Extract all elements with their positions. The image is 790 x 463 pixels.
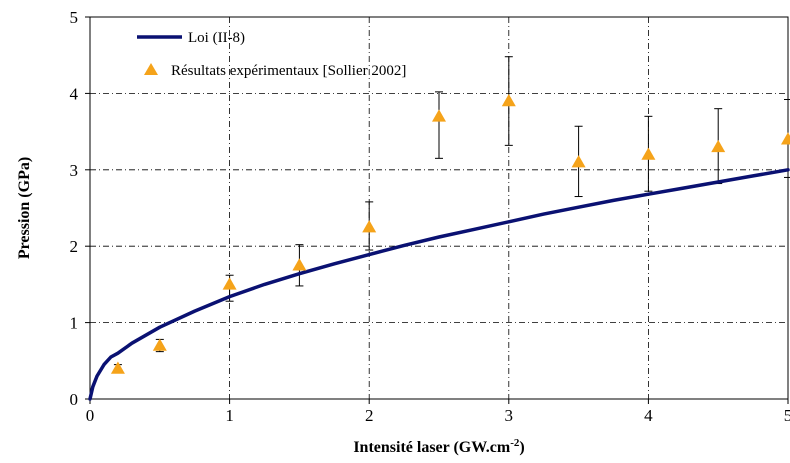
data-point-2: [222, 277, 237, 290]
axis-ticks: 0 1 2 3 4 5 0 1 2 3 4 5: [70, 8, 790, 425]
y-tick-label-1: 1: [70, 314, 79, 333]
y-tick-label-2: 2: [70, 237, 79, 256]
x-tick-label-1: 1: [225, 406, 234, 425]
data-point-0: [110, 361, 125, 374]
plot-area-frame: [89, 16, 789, 400]
legend-label-loi: Loi (II-8): [188, 30, 245, 46]
y-tick-label-5: 5: [70, 8, 79, 27]
x-axis-title: Intensité laser (GW.cm-2): [353, 437, 524, 456]
x-tick-label-2: 2: [365, 406, 374, 425]
series-points-experimental: [110, 94, 790, 374]
y-axis-title: Pression (GPa): [16, 157, 33, 259]
y-tick-label-3: 3: [70, 161, 79, 180]
legend-label-experimental: Résultats expérimentaux [Sollier 2002]: [171, 63, 406, 79]
legend: Loi (II-8) Résultats expérimentaux [Soll…: [137, 30, 406, 79]
data-point-7: [571, 155, 586, 168]
x-tick-label-3: 3: [505, 406, 514, 425]
data-point-1: [152, 338, 167, 351]
y-tick-label-0: 0: [70, 390, 79, 409]
x-tick-label-0: 0: [86, 406, 95, 425]
data-point-4: [362, 220, 377, 233]
data-point-6: [501, 94, 516, 107]
error-bars: [113, 56, 790, 373]
legend-triangle-swatch: [144, 63, 158, 75]
data-point-10: [781, 132, 790, 145]
data-point-9: [711, 139, 726, 153]
x-tick-label-5: 5: [784, 406, 790, 425]
data-point-8: [641, 147, 656, 160]
series-line-loi: [88, 168, 790, 401]
data-point-5: [432, 109, 446, 122]
x-tick-label-4: 4: [644, 406, 653, 425]
y-tick-label-4: 4: [70, 84, 79, 103]
data-point-3: [292, 258, 307, 271]
